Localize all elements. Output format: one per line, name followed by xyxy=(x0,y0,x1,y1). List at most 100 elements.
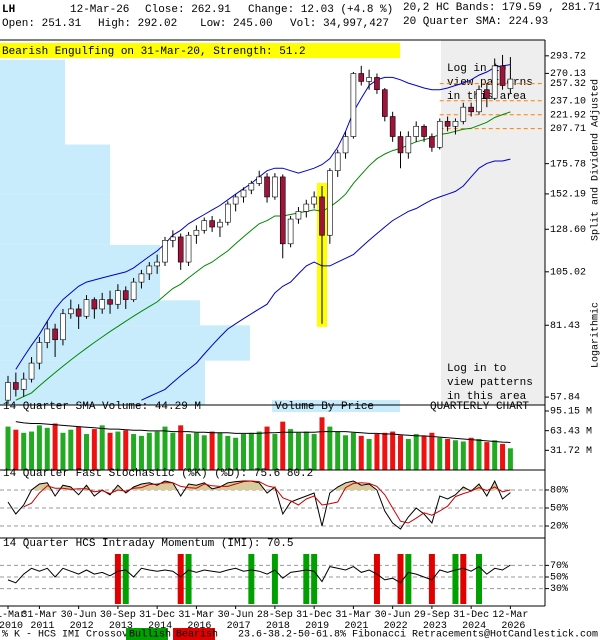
y-axis-label: Logarithmic xyxy=(590,302,600,368)
x-tick-line: 2022 xyxy=(378,621,408,632)
candle-body xyxy=(154,261,160,267)
patterns-note: in this area xyxy=(447,391,527,403)
volume: Vol: 34,997,427 xyxy=(290,18,389,30)
candle-body xyxy=(311,196,317,205)
candle-body xyxy=(28,362,35,380)
crossover-bar xyxy=(185,554,192,604)
candle-body xyxy=(20,378,27,390)
candle-body xyxy=(225,203,231,223)
candle-body xyxy=(476,89,482,113)
volume-by-price-bar xyxy=(0,144,110,195)
volume-bar xyxy=(225,435,231,470)
candle-body xyxy=(91,299,98,310)
fib-label: 221.92 xyxy=(550,110,586,121)
y-tick-label: 293.72 xyxy=(550,51,586,62)
volume-bar xyxy=(319,417,325,470)
overlay-line xyxy=(15,64,511,370)
candle-body xyxy=(13,382,19,390)
x-tick-line: 2021 xyxy=(338,621,368,632)
y-tick-label: 31.72 M xyxy=(550,446,592,457)
y-tick-label: 152.19 xyxy=(550,190,586,201)
x-tick-label: 31-Mar 2016 xyxy=(178,610,214,632)
overlay-line xyxy=(15,111,511,401)
volume-bar xyxy=(178,425,184,470)
volume-bar xyxy=(123,430,129,470)
x-tick-line: 2018 xyxy=(260,621,290,632)
volume-bar xyxy=(429,432,435,470)
candle-body xyxy=(295,211,302,220)
x-tick-label: 30-Jun 2012 xyxy=(61,610,97,632)
x-tick-line: 2023 xyxy=(417,621,447,632)
x-tick-line: 2024 xyxy=(456,621,486,632)
candle-body xyxy=(146,265,153,275)
patterns-note: view patterns xyxy=(447,77,533,89)
candle-body xyxy=(452,121,459,127)
legend-prefix: % K - HCS IMI Crossover, xyxy=(2,630,146,640)
x-tick-line: 29-Sep xyxy=(414,610,450,621)
x-tick-line: 2019 xyxy=(299,621,329,632)
x-tick-line: 31-Mar xyxy=(178,610,214,621)
crossover-bar xyxy=(177,554,184,604)
candle-body xyxy=(279,176,286,245)
panel-title: 14 Quarter Fast Stochastic (%K) (%D): 75… xyxy=(3,468,313,480)
candle-body xyxy=(162,240,168,263)
volume-bar xyxy=(68,429,74,470)
crossover-bar xyxy=(303,554,310,604)
volume-bar xyxy=(186,434,192,470)
volume-bar xyxy=(209,431,215,470)
x-tick-label: 30-Jun 2017 xyxy=(218,610,254,632)
candle-body xyxy=(389,116,396,137)
candle-body xyxy=(397,136,404,154)
candle-body xyxy=(421,125,427,137)
candle-body xyxy=(170,236,176,241)
sma-label: 20 Quarter SMA: 224.93 xyxy=(403,16,548,28)
volume-bar xyxy=(131,434,137,470)
vbp-label-bg xyxy=(272,400,400,412)
x-tick-line: 2012 xyxy=(64,621,94,632)
crossover-bar xyxy=(460,554,467,604)
candle-body xyxy=(484,89,490,99)
volume-bar xyxy=(193,432,199,470)
x-tick-line: 31-Dec xyxy=(139,610,175,621)
volume-bar xyxy=(76,426,82,470)
volume-bar xyxy=(264,426,270,470)
candle-body xyxy=(429,136,435,148)
x-tick-label: 30-Sep 2013 xyxy=(100,610,136,632)
volume-by-price-bar xyxy=(0,59,65,145)
volume-bar xyxy=(311,434,317,470)
candle-body xyxy=(217,221,223,228)
candle-body xyxy=(374,77,380,90)
credit: @HotCandlestick.com xyxy=(484,629,598,640)
volume-bar xyxy=(241,434,246,470)
x-tick-label: 31-Mar 2021 xyxy=(335,610,371,632)
candle-body xyxy=(491,65,498,99)
candle-body xyxy=(75,308,82,317)
volume-bar xyxy=(154,431,160,470)
y-tick-label: 80% xyxy=(550,486,568,497)
volume-bar xyxy=(460,441,466,470)
crossover-bar xyxy=(122,554,129,604)
indicator-line xyxy=(23,480,511,524)
volume-bar xyxy=(335,431,341,470)
patterns-note: Log in to xyxy=(447,363,506,375)
crossover-bar xyxy=(114,554,121,604)
volume-bar xyxy=(303,431,309,470)
volume-bar xyxy=(44,427,50,470)
volume-bar xyxy=(358,435,364,470)
change: Change: 12.03 (+4.8 %) xyxy=(248,4,393,16)
x-tick-line: 31-Mar xyxy=(0,610,26,621)
volume-bar xyxy=(36,425,42,470)
bands-label: 20,2 HC Bands: 179.59 , 281.71 xyxy=(403,2,600,14)
panel-title: 14 Quarter HCS Intraday Momentum (IMI): … xyxy=(3,538,293,550)
candle-body xyxy=(52,328,58,341)
x-tick-label: 31-Mar 2010 xyxy=(0,610,26,632)
volume-bar xyxy=(288,429,294,470)
volume-bar xyxy=(5,426,11,470)
legend-swatch xyxy=(173,628,215,640)
legend-label: Bearish xyxy=(176,629,218,640)
x-tick-line: 2010 xyxy=(0,621,23,632)
low: Low: 245.00 xyxy=(200,18,273,30)
x-tick-line: 28-Sep xyxy=(257,610,293,621)
candle-body xyxy=(209,220,215,228)
candle-body xyxy=(468,106,474,113)
